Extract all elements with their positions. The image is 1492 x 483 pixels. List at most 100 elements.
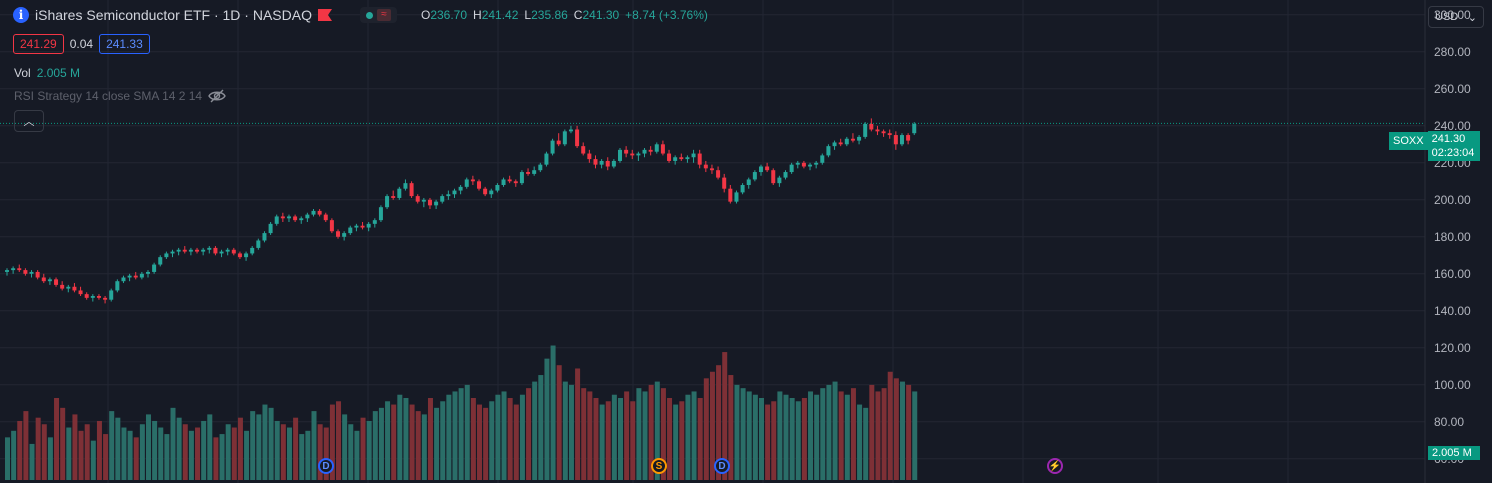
- candle-body: [109, 290, 114, 300]
- volume-bar: [360, 417, 366, 480]
- volume-bar: [618, 398, 623, 480]
- candle-body: [611, 160, 616, 167]
- ticker-badge: SOXX: [1389, 132, 1428, 150]
- volume-bar: [728, 375, 734, 480]
- volume-bar: [765, 404, 771, 480]
- candle-body: [599, 160, 604, 165]
- volume-bar: [691, 391, 697, 480]
- dividend-event-icon[interactable]: D: [318, 458, 334, 474]
- volume-bar: [11, 430, 17, 480]
- candle-body: [293, 216, 298, 221]
- ohlc-item: C241.30: [574, 8, 619, 22]
- candle-body: [378, 207, 383, 221]
- info-icon[interactable]: i: [13, 7, 29, 23]
- candle-body: [660, 144, 665, 154]
- candle-body: [231, 249, 236, 254]
- volume-legend[interactable]: Vol 2.005 M: [14, 66, 80, 80]
- candle-body: [207, 247, 212, 250]
- candle-body: [575, 129, 580, 147]
- candle-body: [513, 181, 518, 184]
- candle-body: [532, 170, 537, 174]
- volume-bar: [60, 407, 66, 480]
- price-axis-label: 100.00: [1434, 377, 1471, 392]
- ohlc-value: 236.70: [430, 8, 468, 22]
- volume-bar: [115, 417, 121, 480]
- eye-hidden-icon[interactable]: [208, 89, 226, 103]
- volume-bar: [121, 427, 127, 480]
- volume-bar: [789, 398, 795, 480]
- volume-bar: [90, 440, 96, 480]
- volume-bar: [716, 365, 722, 480]
- candle-body: [121, 277, 126, 282]
- candle-body: [587, 153, 592, 160]
- candle-body: [814, 162, 819, 165]
- candle-body: [409, 183, 414, 197]
- candle-body: [820, 155, 825, 163]
- collapse-legend-button[interactable]: ︿: [14, 110, 44, 132]
- volume-bar: [274, 420, 280, 480]
- volume-bar: [863, 407, 869, 480]
- volume-bar: [734, 384, 740, 480]
- sell-price[interactable]: 241.29: [13, 34, 64, 54]
- volume-bar: [703, 378, 709, 480]
- price-axis-label: 300.00: [1434, 7, 1471, 22]
- candle-body: [709, 168, 714, 171]
- buy-price[interactable]: 241.33: [99, 34, 150, 54]
- volume-bar: [575, 368, 581, 480]
- volume-bar: [366, 420, 372, 480]
- volume-bar: [440, 401, 446, 480]
- volume-bar: [145, 414, 151, 480]
- price-axis-label: 180.00: [1434, 229, 1471, 244]
- candle-body: [90, 296, 95, 298]
- price-axis-label: 80.00: [1434, 414, 1465, 429]
- volume-bar: [777, 391, 783, 480]
- volume-bar: [47, 437, 53, 480]
- candle-body: [280, 216, 285, 219]
- candle-body: [391, 196, 396, 198]
- volume-bar: [624, 391, 630, 480]
- spread-value: 0.04: [69, 37, 94, 51]
- volume-bar: [299, 434, 305, 480]
- volume-bar: [722, 352, 728, 480]
- volume-bar: [201, 420, 207, 480]
- candle-body: [728, 188, 733, 202]
- volume-bar: [305, 430, 311, 480]
- candle-body: [54, 279, 59, 285]
- symbol-title[interactable]: iShares Semiconductor ETF · 1D · NASDAQ: [35, 7, 312, 23]
- price-axis-label: 280.00: [1434, 44, 1471, 59]
- candle-body: [538, 164, 543, 171]
- candle-body: [808, 164, 813, 167]
- volume-bar: [795, 401, 801, 480]
- lightning-event-icon[interactable]: ⚡: [1047, 458, 1063, 474]
- candle-body: [899, 135, 904, 145]
- volume-bar: [268, 407, 274, 480]
- ohlc-key: C: [573, 8, 583, 22]
- market-open-dot-icon: [365, 11, 373, 19]
- volume-bar: [507, 398, 513, 480]
- currency-label: USD: [1435, 11, 1459, 23]
- volume-bar: [685, 394, 691, 480]
- volume-bar: [758, 398, 764, 480]
- ohlc-key: H: [473, 8, 482, 22]
- candle-body: [795, 162, 800, 165]
- volume-bar: [808, 391, 814, 480]
- flag-icon[interactable]: [317, 9, 332, 21]
- volume-bar: [35, 417, 41, 480]
- volume-bar: [237, 417, 243, 480]
- volume-bar: [109, 411, 115, 480]
- volume-bar: [679, 401, 685, 480]
- last-price-box: 241.30 02:23:04: [1427, 131, 1480, 161]
- dividend-event-icon[interactable]: D: [714, 458, 730, 474]
- volume-bar: [899, 381, 905, 480]
- last-price-label: SOXX 241.30 02:23:04: [1389, 131, 1480, 161]
- strategy-legend[interactable]: RSI Strategy 14 close SMA 14 2 14: [14, 89, 226, 103]
- candle-body: [838, 142, 843, 145]
- volume-bar: [489, 401, 495, 480]
- split-event-icon[interactable]: S: [651, 458, 667, 474]
- volume-bar: [562, 381, 568, 480]
- ohlc-key: O: [420, 8, 431, 22]
- currency-select[interactable]: USD ⌄: [1428, 6, 1484, 28]
- market-status[interactable]: ≈: [359, 7, 397, 23]
- volume-bar: [231, 427, 237, 480]
